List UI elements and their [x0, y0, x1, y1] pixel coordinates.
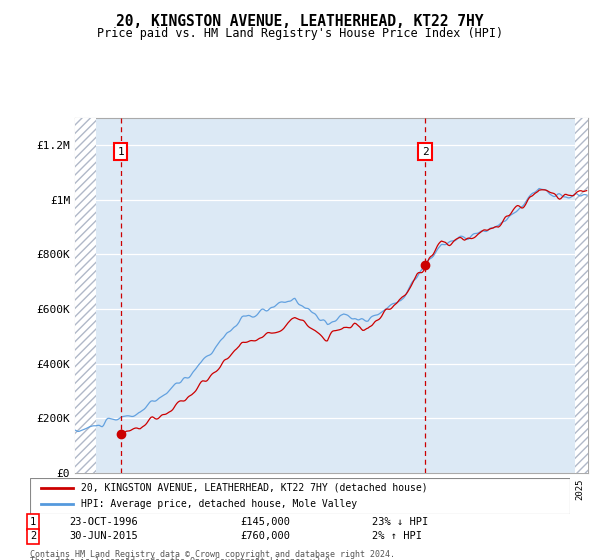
- FancyBboxPatch shape: [30, 478, 570, 514]
- Text: Price paid vs. HM Land Registry's House Price Index (HPI): Price paid vs. HM Land Registry's House …: [97, 27, 503, 40]
- Text: 20, KINGSTON AVENUE, LEATHERHEAD, KT22 7HY (detached house): 20, KINGSTON AVENUE, LEATHERHEAD, KT22 7…: [82, 483, 428, 492]
- Text: HPI: Average price, detached house, Mole Valley: HPI: Average price, detached house, Mole…: [82, 500, 358, 509]
- Text: 23-OCT-1996: 23-OCT-1996: [69, 517, 138, 527]
- Text: Contains HM Land Registry data © Crown copyright and database right 2024.: Contains HM Land Registry data © Crown c…: [30, 550, 395, 559]
- Text: 2% ↑ HPI: 2% ↑ HPI: [372, 531, 422, 542]
- Text: £760,000: £760,000: [240, 531, 290, 542]
- Text: 2: 2: [30, 531, 36, 542]
- Text: 1: 1: [30, 517, 36, 527]
- Bar: [75, 118, 96, 473]
- Text: £145,000: £145,000: [240, 517, 290, 527]
- Text: 20, KINGSTON AVENUE, LEATHERHEAD, KT22 7HY: 20, KINGSTON AVENUE, LEATHERHEAD, KT22 7…: [116, 14, 484, 29]
- Text: 30-JUN-2015: 30-JUN-2015: [69, 531, 138, 542]
- Text: 2: 2: [422, 147, 428, 157]
- Text: This data is licensed under the Open Government Licence v3.0.: This data is licensed under the Open Gov…: [30, 557, 335, 560]
- Text: 23% ↓ HPI: 23% ↓ HPI: [372, 517, 428, 527]
- Text: 1: 1: [117, 147, 124, 157]
- Bar: [575, 118, 588, 473]
